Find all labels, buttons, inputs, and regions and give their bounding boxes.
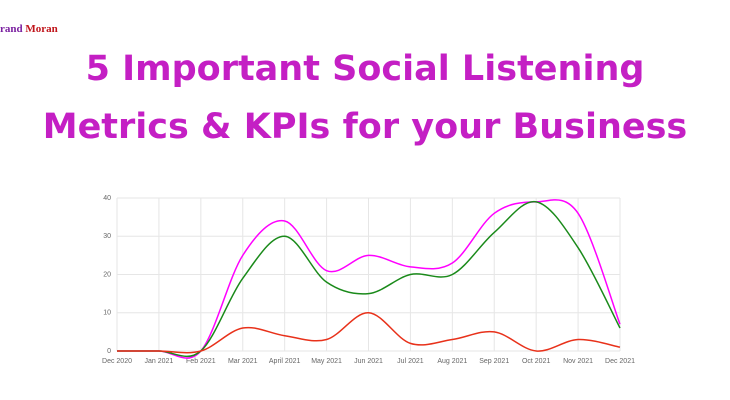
brand-second: Moran: [25, 23, 57, 35]
y-tick-label: 0: [107, 348, 111, 355]
title-line: Metrics & KPIs for your Business: [43, 107, 688, 147]
x-tick-label: Feb 2021: [186, 358, 216, 365]
x-tick-label: Dec 2021: [605, 358, 635, 365]
x-tick-label: Nov 2021: [563, 358, 593, 365]
x-tick-label: Dec 2020: [102, 358, 132, 365]
y-tick-label: 20: [103, 271, 111, 278]
series-line: [116, 311, 621, 354]
brand-first: rand: [0, 23, 23, 35]
y-tick-label: 10: [103, 310, 111, 317]
x-tick-label: Oct 2021: [522, 358, 551, 365]
x-tick-label: Sep 2021: [479, 358, 509, 365]
x-tick-label: Jun 2021: [354, 358, 383, 365]
y-tick-label: 40: [103, 195, 111, 202]
x-tick-label: Mar 2021: [228, 358, 258, 365]
x-tick-label: April 2021: [269, 358, 301, 365]
title-line: 5 Important Social Listening: [86, 49, 645, 89]
x-tick-label: Aug 2021: [437, 358, 467, 365]
x-tick-label: May 2021: [311, 358, 342, 365]
brand: rand Moran: [0, 23, 58, 35]
y-tick-label: 30: [103, 233, 111, 240]
x-tick-label: Jul 2021: [397, 358, 424, 365]
x-tick-label: Jan 2021: [145, 358, 174, 365]
chart: 0 10 20 30 40 Dec 2020 Jan 2021 Feb 2021 Mar 202…: [102, 195, 635, 365]
